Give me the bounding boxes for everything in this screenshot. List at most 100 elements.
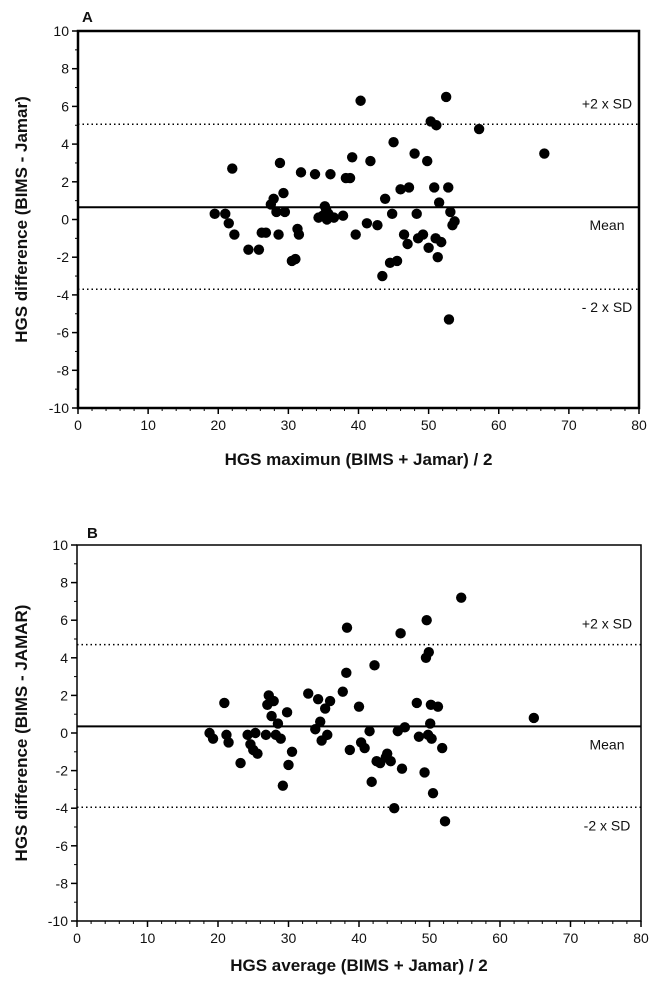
data-point-b: [277, 780, 289, 791]
ref-label-a-1: Mean: [589, 217, 624, 233]
data-point-a: [388, 137, 399, 148]
x-tick-label-b: 80: [633, 930, 649, 946]
data-point-b: [389, 803, 400, 814]
data-point-b: [312, 693, 324, 705]
data-point-a: [290, 253, 301, 265]
data-point-a: [391, 255, 403, 267]
data-point-b: [252, 748, 263, 759]
plot-frame-b: [76, 544, 642, 922]
data-point-b: [272, 718, 284, 729]
y-tick-label-b: 10: [52, 537, 68, 553]
data-point-a: [409, 148, 420, 159]
x-tick-label-a: 80: [631, 417, 647, 433]
data-point-a: [411, 208, 422, 220]
data-point-b: [413, 731, 425, 742]
x-tick-label-b: 30: [281, 930, 297, 946]
data-point-a: [271, 206, 282, 218]
ticks-b: 0 10 20 30 40 50 60 70 80 -10 -8 -6 -4 -2 0 2 4 6 8 10: [48, 537, 649, 946]
x-tick-label-b: 60: [492, 930, 508, 946]
data-point-a: [253, 244, 265, 255]
y-tick-label-a: -4: [57, 287, 70, 303]
data-point-a: [220, 208, 231, 220]
x-tick-label-a: 10: [140, 417, 156, 433]
data-point-b: [219, 697, 230, 709]
data-point-a: [429, 182, 440, 193]
data-point-b: [359, 742, 370, 754]
ref-label-b-1: Mean: [589, 736, 624, 752]
data-point-b: [426, 733, 437, 744]
data-point-a: [325, 169, 336, 180]
data-point-a: [395, 184, 406, 195]
x-axis-title-b: HGS average (BIMS + Jamar) / 2: [230, 956, 487, 975]
data-point-b: [396, 763, 408, 774]
data-point-a: [403, 182, 415, 193]
data-point-a: [260, 227, 272, 238]
y-tick-label-a: -2: [57, 249, 70, 265]
data-point-b: [432, 701, 444, 712]
data-point-b: [421, 615, 432, 626]
data-point-b: [366, 776, 377, 788]
data-point-b: [303, 688, 314, 699]
data-point-b: [324, 695, 336, 707]
data-point-a: [355, 95, 366, 106]
data-point-a: [402, 238, 413, 250]
y-tick-label-a: 2: [61, 174, 69, 190]
x-tick-label-b: 70: [563, 930, 579, 946]
x-tick-label-a: 0: [74, 417, 82, 433]
data-point-a: [337, 210, 349, 221]
data-point-b: [399, 722, 411, 733]
y-tick-label-b: -2: [56, 763, 69, 779]
data-point-b: [242, 729, 253, 741]
data-point-a: [209, 208, 220, 220]
data-point-b: [344, 744, 356, 756]
data-point-b: [353, 701, 365, 712]
y-tick-label-a: 4: [61, 136, 69, 152]
data-point-a: [350, 229, 361, 240]
data-point-a: [227, 163, 238, 174]
x-tick-label-b: 40: [351, 930, 367, 946]
y-tick-label-b: 2: [60, 687, 68, 703]
data-point-a: [386, 208, 398, 220]
data-point-a: [445, 206, 456, 218]
data-point-a: [432, 252, 443, 263]
data-point-a: [274, 157, 286, 169]
data-point-a: [422, 155, 433, 167]
y-tick-label-b: 8: [60, 575, 68, 591]
data-point-a: [361, 218, 373, 229]
data-point-b: [207, 733, 219, 744]
data-point-a: [372, 219, 383, 231]
reference-lines-b: +2 x SD Mean -2 x SD: [77, 616, 641, 833]
ref-label-a-0: +2 x SD: [582, 95, 632, 111]
panel-b: B 0 10 20 30 40 50 60 70 80 -10 -8 -6 -4 -2 0 2 4 6 8 10 +2…: [12, 525, 649, 975]
data-point-b: [456, 592, 467, 603]
data-point-a: [278, 187, 289, 199]
data-point-b: [223, 737, 234, 748]
data-point-a: [223, 218, 234, 229]
data-point-a: [539, 148, 550, 159]
data-point-a: [268, 193, 279, 204]
y-tick-label-b: 0: [60, 725, 68, 741]
x-tick-label-a: 60: [491, 417, 507, 433]
data-point-b: [315, 716, 326, 727]
data-point-b: [411, 697, 423, 709]
ticks-a: 0 10 20 30 40 50 60 70 80 -10 -8 -6 -4 -2 0 2 4 6 8 10: [49, 23, 647, 433]
y-tick-label-b: -10: [48, 913, 68, 929]
data-point-b: [427, 787, 439, 799]
data-point-b: [423, 646, 434, 658]
data-point-b: [281, 707, 293, 718]
data-point-b: [310, 724, 321, 735]
data-point-b: [260, 729, 272, 741]
data-point-b: [419, 767, 430, 778]
y-tick-label-a: 10: [53, 23, 69, 39]
data-point-a: [440, 91, 452, 103]
x-tick-label-b: 10: [140, 930, 156, 946]
data-point-a: [473, 123, 485, 135]
y-tick-label-a: -10: [49, 400, 69, 416]
data-point-a: [328, 212, 340, 223]
plot-frame-a: [76, 29, 641, 410]
data-point-a: [417, 229, 429, 240]
data-point-b: [283, 759, 294, 771]
x-tick-label-a: 20: [210, 417, 226, 433]
data-point-b: [337, 686, 348, 697]
